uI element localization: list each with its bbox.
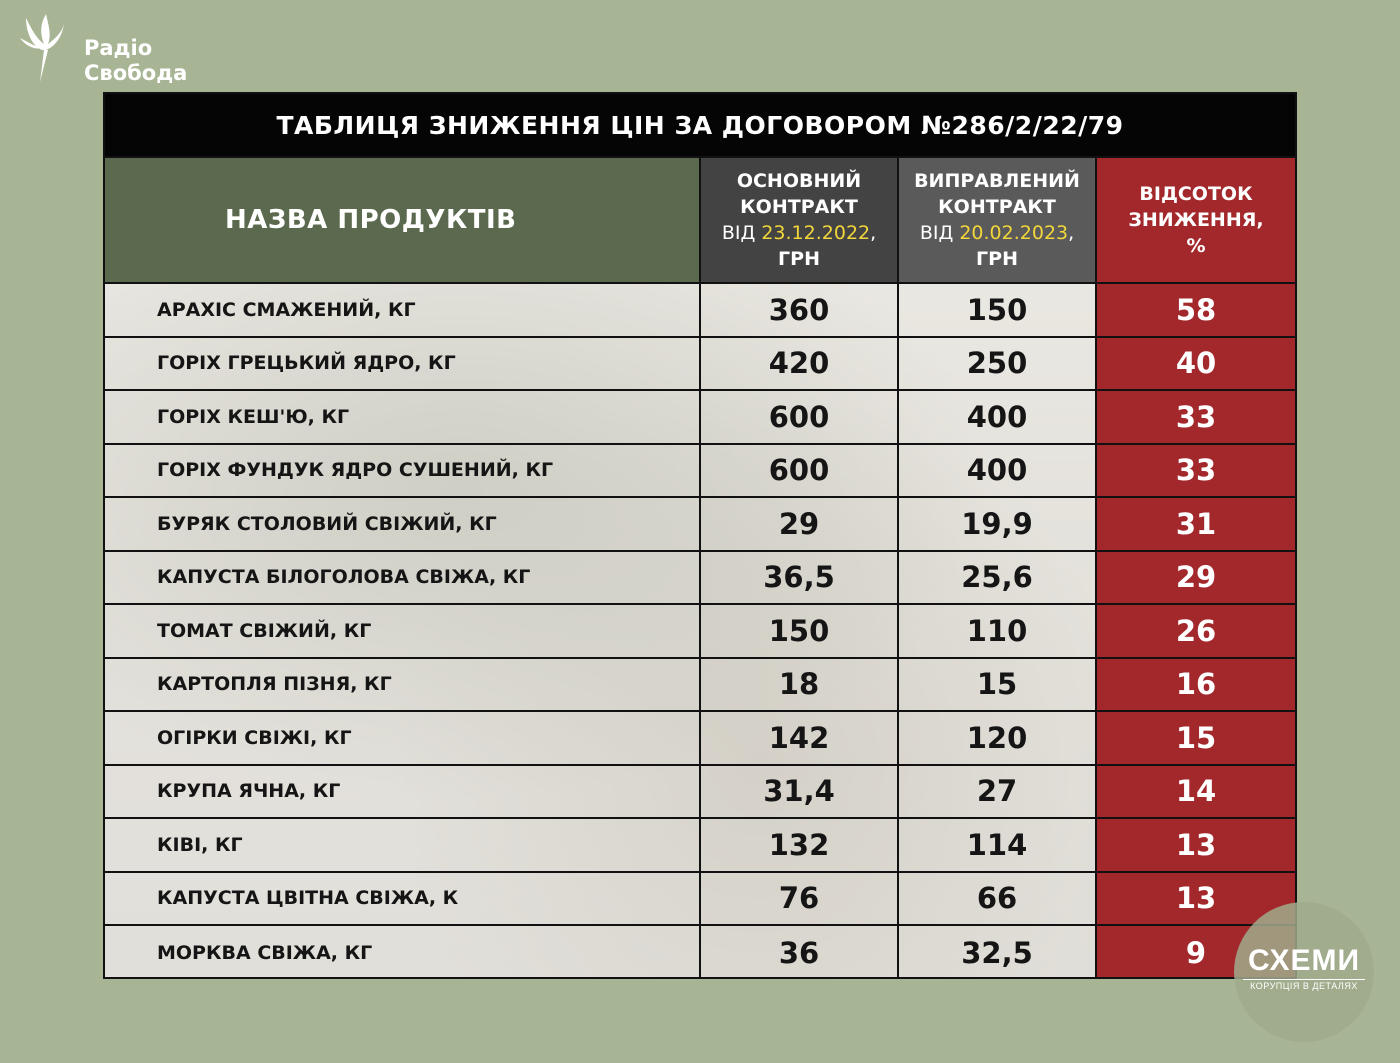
basic-price-cell: 360 [701, 284, 899, 336]
header-fixed-comma: , [1068, 222, 1075, 244]
product-name-cell: КАПУСТА ЦВІТНА СВІЖА, К [105, 872, 701, 924]
fixed-price-cell: 114 [899, 819, 1097, 871]
fixed-price-cell: 250 [899, 337, 1097, 389]
schemes-watermark-title: СХЕМИ [1247, 944, 1361, 977]
header-pct-line1: ВІДСОТОК [1139, 183, 1253, 205]
header-pct-line3: % [1186, 235, 1206, 257]
product-name-cell: АРАХІС СМАЖЕНИЙ, КГ [105, 284, 701, 336]
discount-percent-cell: 13 [1097, 872, 1295, 924]
table-row: КАПУСТА БІЛОГОЛОВА СВІЖА, КГ 36,5 25,6 2… [105, 551, 1295, 605]
product-name-cell: БУРЯК СТОЛОВИЙ СВІЖИЙ, КГ [105, 498, 701, 550]
table-row: МОРКВА СВІЖА, КГ 36 32,5 9 [105, 926, 1295, 977]
table-body: АРАХІС СМАЖЕНИЙ, КГ 360 150 58 ГОРІХ ГРЕ… [105, 284, 1295, 977]
product-name-cell: КІВІ, КГ [105, 819, 701, 871]
product-name-cell: МОРКВА СВІЖА, КГ [105, 926, 701, 977]
basic-price-cell: 142 [701, 712, 899, 764]
product-name-cell: ТОМАТ СВІЖИЙ, КГ [105, 605, 701, 657]
header-basic-line1: ОСНОВНИЙ [736, 170, 862, 192]
product-name-cell: КАРТОПЛЯ ПІЗНЯ, КГ [105, 658, 701, 710]
price-table: ТАБЛИЦЯ ЗНИЖЕННЯ ЦІН ЗА ДОГОВОРОМ №286/2… [103, 92, 1297, 979]
fixed-price-cell: 120 [899, 712, 1097, 764]
table-title: ТАБЛИЦЯ ЗНИЖЕННЯ ЦІН ЗА ДОГОВОРОМ №286/2… [105, 94, 1295, 156]
basic-price-cell: 600 [701, 444, 899, 496]
header-basic-line2: КОНТРАКТ [740, 196, 858, 218]
header-product-name: НАЗВА ПРОДУКТІВ [105, 158, 701, 282]
logo-line-2: Свобода [84, 61, 188, 85]
logo-text: Радіо Свобода [84, 36, 187, 86]
discount-percent-cell: 58 [1097, 284, 1295, 336]
header-fixed-contract: ВИПРАВЛЕНИЙ КОНТРАКТ ВІД 20.02.2023, ГРН [899, 158, 1097, 282]
header-basic-date: 23.12.2022 [761, 222, 871, 244]
basic-price-cell: 31,4 [701, 765, 899, 817]
basic-price-cell: 36 [701, 926, 899, 977]
fixed-price-cell: 19,9 [899, 498, 1097, 550]
basic-price-cell: 150 [701, 605, 899, 657]
discount-percent-cell: 31 [1097, 498, 1295, 550]
schemes-watermark-circle [1234, 902, 1374, 1042]
basic-price-cell: 18 [701, 658, 899, 710]
radio-svoboda-logo: Радіо Свобода [18, 10, 188, 85]
table-row: ГОРІХ КЕШ'Ю, КГ 600 400 33 [105, 391, 1295, 445]
fixed-price-cell: 110 [899, 605, 1097, 657]
table-row: ГОРІХ ФУНДУК ЯДРО СУШЕНИЙ, КГ 600 400 33 [105, 444, 1295, 498]
fixed-price-cell: 25,6 [899, 551, 1097, 603]
basic-price-cell: 420 [701, 337, 899, 389]
discount-percent-cell: 40 [1097, 337, 1295, 389]
product-name-cell: ГОРІХ КЕШ'Ю, КГ [105, 391, 701, 443]
table-row: ГОРІХ ГРЕЦЬКИЙ ЯДРО, КГ 420 250 40 [105, 337, 1295, 391]
discount-percent-cell: 26 [1097, 605, 1295, 657]
basic-price-cell: 76 [701, 872, 899, 924]
header-fixed-date: 20.02.2023 [959, 222, 1069, 244]
header-pct-line2: ЗНИЖЕННЯ, [1128, 209, 1264, 231]
header-basic-contract: ОСНОВНИЙ КОНТРАКТ ВІД 23.12.2022, ГРН [701, 158, 899, 282]
product-name-cell: ГОРІХ ФУНДУК ЯДРО СУШЕНИЙ, КГ [105, 444, 701, 496]
table-row: КІВІ, КГ 132 114 13 [105, 819, 1295, 873]
table-row: КРУПА ЯЧНА, КГ 31,4 27 14 [105, 765, 1295, 819]
discount-percent-cell: 14 [1097, 765, 1295, 817]
table-row: ОГІРКИ СВІЖІ, КГ 142 120 15 [105, 712, 1295, 766]
table-header-row: НАЗВА ПРОДУКТІВ ОСНОВНИЙ КОНТРАКТ ВІД 23… [105, 156, 1295, 284]
header-fixed-from: ВІД [919, 222, 960, 244]
fixed-price-cell: 150 [899, 284, 1097, 336]
discount-percent-cell: 13 [1097, 819, 1295, 871]
fixed-price-cell: 27 [899, 765, 1097, 817]
discount-percent-cell: 29 [1097, 551, 1295, 603]
product-name-cell: КАПУСТА БІЛОГОЛОВА СВІЖА, КГ [105, 551, 701, 603]
discount-percent-cell: 33 [1097, 444, 1295, 496]
header-fixed-line2: КОНТРАКТ [938, 196, 1056, 218]
fixed-price-cell: 15 [899, 658, 1097, 710]
table-row: КАПУСТА ЦВІТНА СВІЖА, К 76 66 13 [105, 872, 1295, 926]
schemes-watermark-subtitle: КОРУПЦІЯ В ДЕТАЛЯХ [1243, 979, 1365, 991]
table-row: ТОМАТ СВІЖИЙ, КГ 150 110 26 [105, 605, 1295, 659]
header-basic-from: ВІД [721, 222, 762, 244]
fixed-price-cell: 400 [899, 444, 1097, 496]
header-product-name-label: НАЗВА ПРОДУКТІВ [225, 205, 517, 235]
basic-price-cell: 29 [701, 498, 899, 550]
header-basic-comma: , [870, 222, 877, 244]
basic-price-cell: 600 [701, 391, 899, 443]
table-row: КАРТОПЛЯ ПІЗНЯ, КГ 18 15 16 [105, 658, 1295, 712]
basic-price-cell: 132 [701, 819, 899, 871]
header-discount-percent: ВІДСОТОК ЗНИЖЕННЯ, % [1097, 158, 1295, 282]
discount-percent-cell: 33 [1097, 391, 1295, 443]
discount-percent-cell: 15 [1097, 712, 1295, 764]
product-name-cell: КРУПА ЯЧНА, КГ [105, 765, 701, 817]
fixed-price-cell: 400 [899, 391, 1097, 443]
fixed-price-cell: 32,5 [899, 926, 1097, 977]
basic-price-cell: 36,5 [701, 551, 899, 603]
header-fixed-unit: ГРН [976, 248, 1018, 270]
discount-percent-cell: 16 [1097, 658, 1295, 710]
torch-icon [20, 14, 64, 82]
logo-line-1: Радіо [84, 36, 153, 60]
product-name-cell: ОГІРКИ СВІЖІ, КГ [105, 712, 701, 764]
header-fixed-line1: ВИПРАВЛЕНИЙ [914, 170, 1080, 192]
header-basic-unit: ГРН [778, 248, 820, 270]
header-fixed-date-line: ВІД 20.02.2023, [920, 220, 1074, 246]
product-name-cell: ГОРІХ ГРЕЦЬКИЙ ЯДРО, КГ [105, 337, 701, 389]
table-row: АРАХІС СМАЖЕНИЙ, КГ 360 150 58 [105, 284, 1295, 338]
header-basic-date-line: ВІД 23.12.2022, [722, 220, 876, 246]
fixed-price-cell: 66 [899, 872, 1097, 924]
table-row: БУРЯК СТОЛОВИЙ СВІЖИЙ, КГ 29 19,9 31 [105, 498, 1295, 552]
